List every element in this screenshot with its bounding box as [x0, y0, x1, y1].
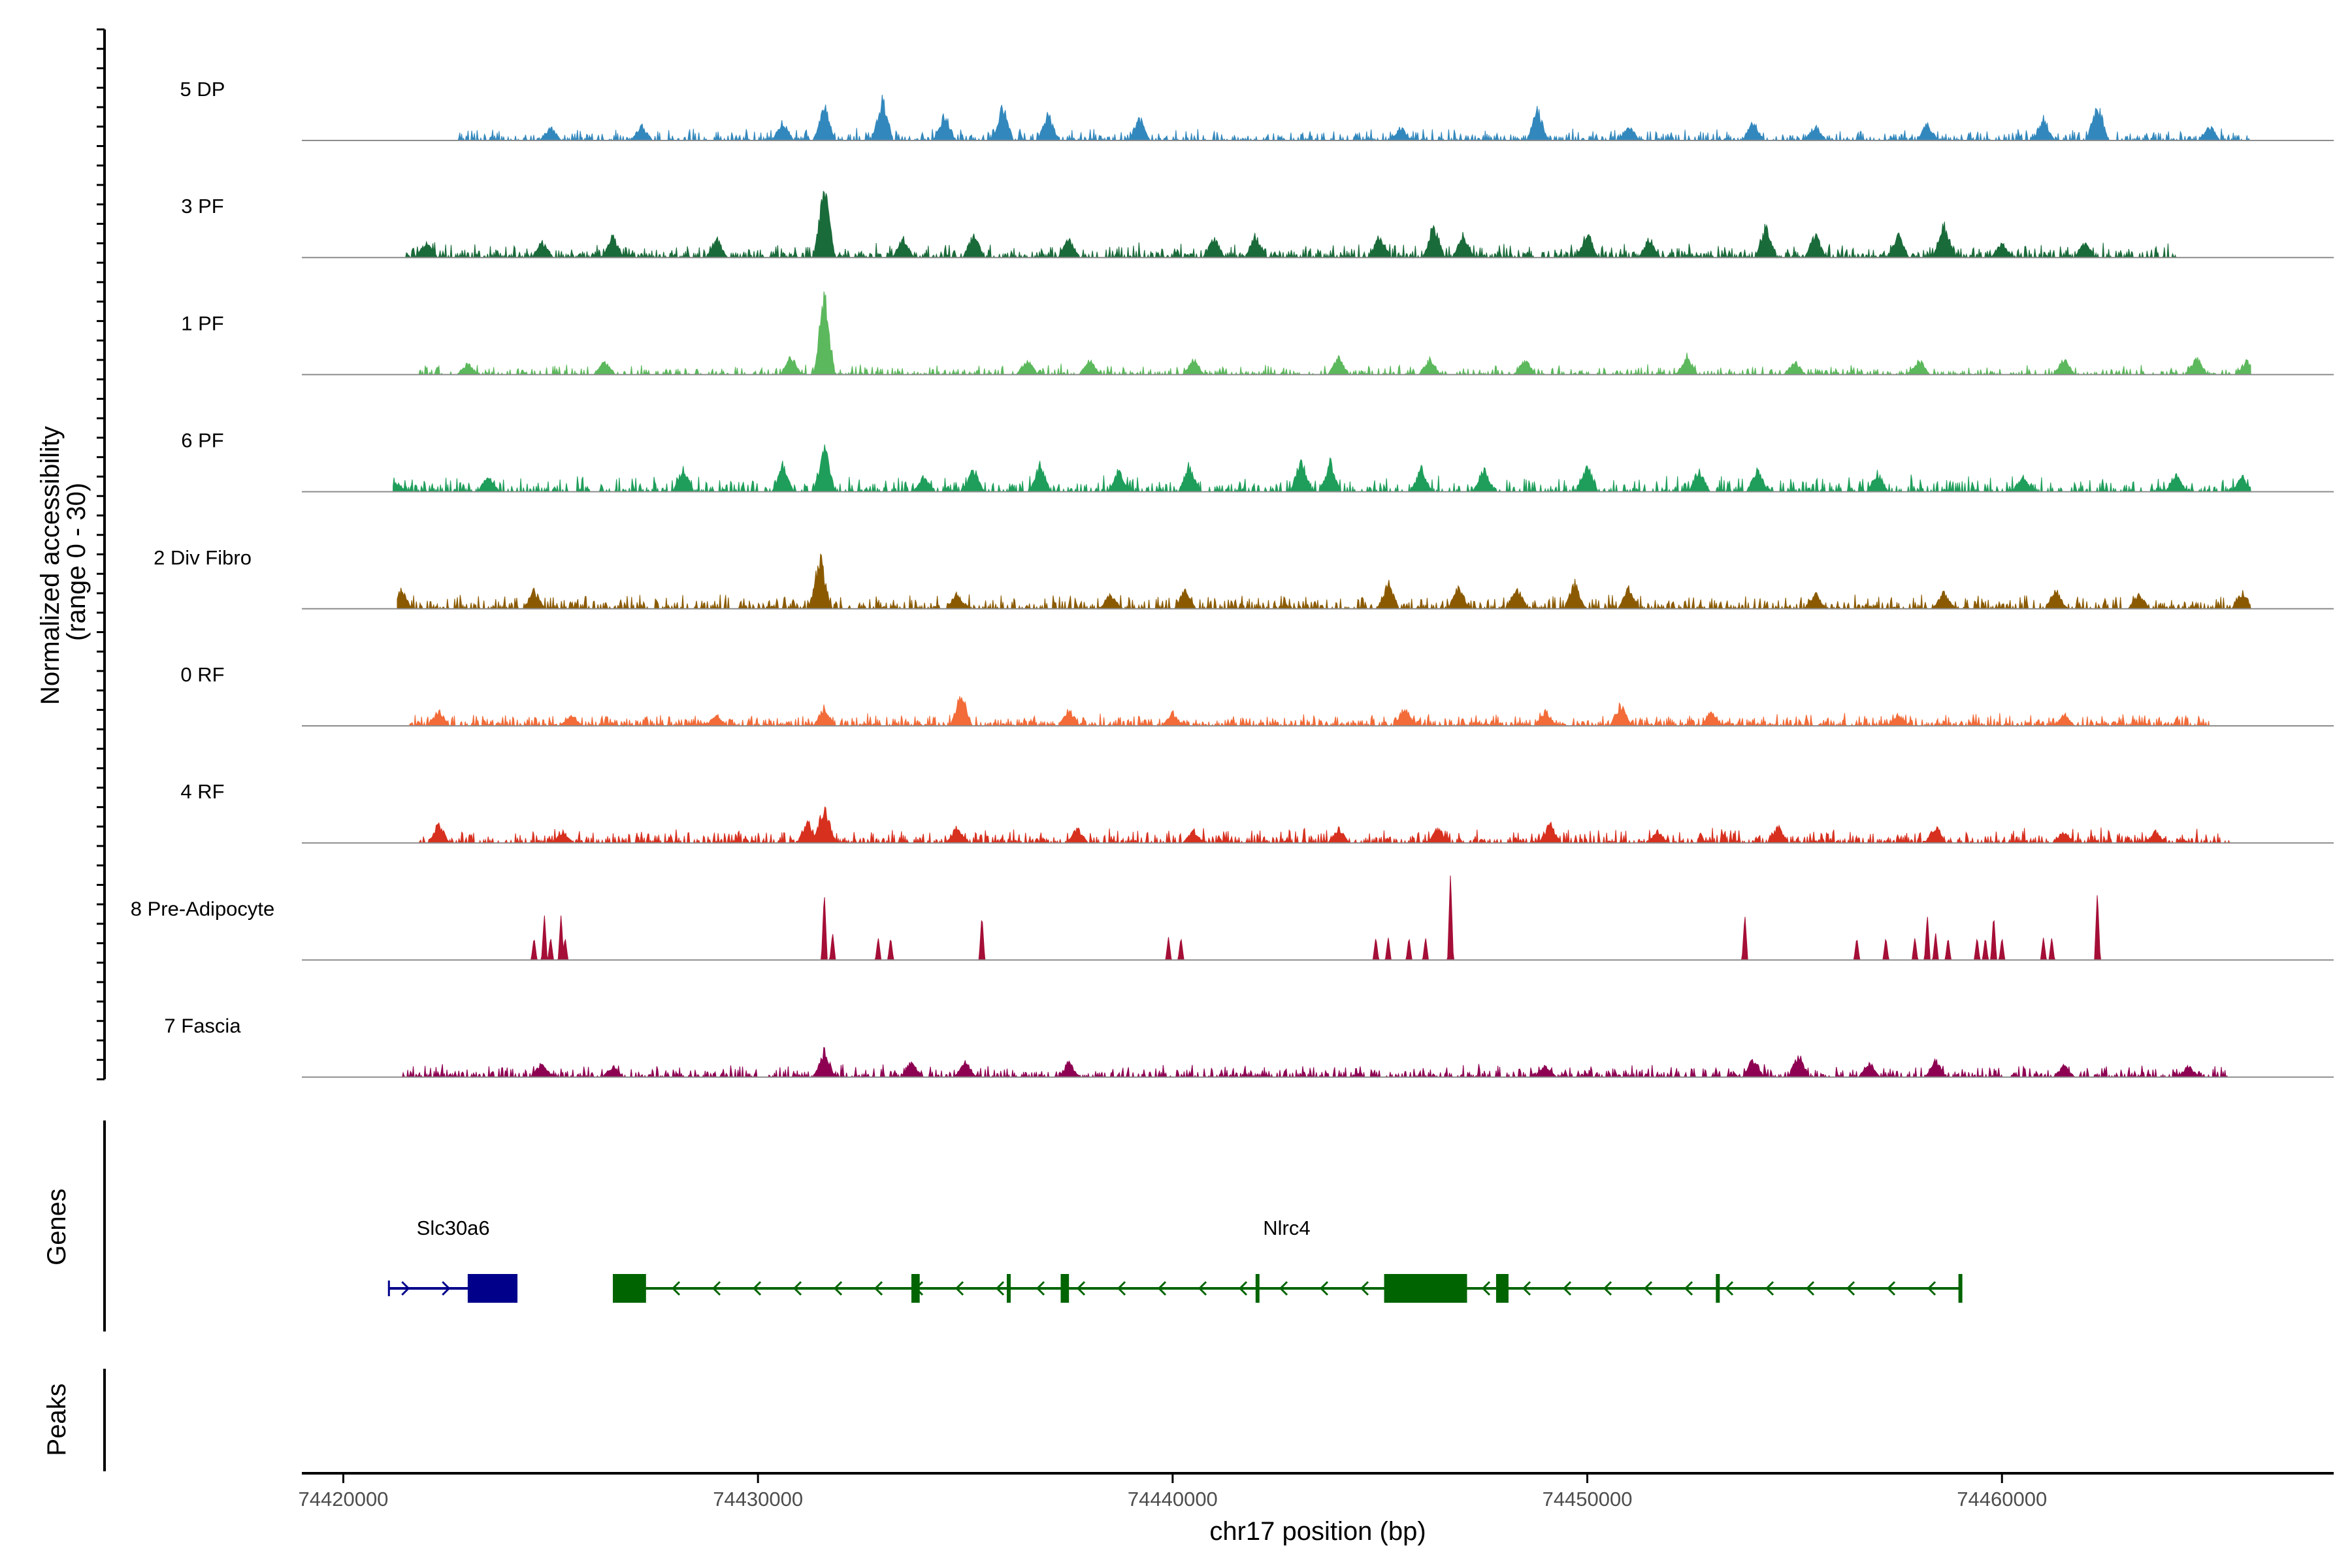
gene-exon — [911, 1274, 920, 1303]
coverage-axis-ticks — [97, 28, 105, 1081]
gene-exon — [1255, 1274, 1260, 1303]
coverage-profile — [397, 553, 2251, 610]
track-8-pre-adipocyte: 8 Pre-Adipocyte — [131, 875, 2334, 961]
strand-arrow — [752, 1281, 762, 1296]
genes-track-label: Genes — [42, 1188, 71, 1266]
strand-arrow — [1238, 1281, 1248, 1296]
gene-name: Nlrc4 — [1263, 1217, 1310, 1239]
strand-arrow — [1927, 1281, 1936, 1296]
genes-panel: Genes Slc30a6 Nlrc4 — [42, 1120, 1963, 1331]
gene-models: Slc30a6 Nlrc4 — [387, 1217, 1963, 1303]
x-tick-label: 74440000 — [1128, 1488, 1218, 1511]
strand-arrow — [1886, 1281, 1896, 1296]
strand-arrow — [1319, 1281, 1329, 1296]
x-tick-label: 74430000 — [713, 1488, 803, 1511]
x-axis: 74420000 74430000 74440000 74450000 74460000… — [299, 1472, 2334, 1546]
gene-exon — [1716, 1274, 1720, 1303]
track-0-rf: 0 RF — [180, 663, 2334, 727]
x-tick-label: 74460000 — [1957, 1488, 2047, 1511]
strand-arrow — [1562, 1281, 1572, 1296]
strand-arrow — [833, 1281, 843, 1296]
gene-nlrc4: Nlrc4 — [613, 1217, 1963, 1303]
gene-exon — [613, 1274, 646, 1303]
track-label: 0 RF — [180, 663, 224, 686]
x-tick-label: 74450000 — [1543, 1488, 1633, 1511]
strand-arrow — [1724, 1281, 1734, 1296]
track-3-pf: 3 PF — [181, 190, 2334, 259]
coverage-profile — [455, 94, 2251, 142]
strand-arrow — [1603, 1281, 1612, 1296]
track-label: 3 PF — [181, 195, 223, 218]
peaks-track-label: Peaks — [42, 1383, 71, 1456]
strand-arrow — [792, 1281, 802, 1296]
gene-exon — [1958, 1274, 1963, 1303]
coverage-profile — [393, 444, 2251, 493]
gene-exon — [1060, 1274, 1070, 1303]
track-6-pf: 6 PF — [181, 429, 2334, 493]
track-7-fascia: 7 Fascia — [164, 1015, 2334, 1079]
x-axis-ticks: 74420000 74430000 74440000 74450000 74460000 — [299, 1473, 2047, 1511]
track-1-pf: 1 PF — [181, 291, 2334, 376]
track-label: 1 PF — [181, 312, 223, 335]
strand-arrow — [711, 1281, 721, 1296]
coverage-profile — [409, 696, 2210, 727]
track-5-dp: 5 DP — [180, 78, 2334, 142]
coverage-profile — [405, 190, 2177, 259]
gene-exon — [467, 1274, 518, 1303]
strand-arrow — [955, 1281, 964, 1296]
track-label: 2 Div Fibro — [154, 546, 252, 569]
strand-arrow — [1846, 1281, 1855, 1296]
strand-arrow — [1481, 1281, 1491, 1296]
strand-arrow — [1643, 1281, 1653, 1296]
y-axis-title: Normalized accessibility (range 0 - 30) — [36, 419, 91, 705]
track-label: 8 Pre-Adipocyte — [131, 897, 275, 920]
coverage-profile — [417, 291, 2251, 376]
strand-arrow — [1198, 1281, 1207, 1296]
track-label: 6 PF — [181, 429, 223, 452]
strand-arrow — [874, 1281, 883, 1296]
peaks-panel: Peaks — [42, 1369, 106, 1471]
strand-arrow — [1522, 1281, 1531, 1296]
track-label: 4 RF — [180, 780, 224, 803]
gene-exon — [1384, 1274, 1467, 1303]
strand-arrow — [1279, 1281, 1288, 1296]
gene-exon — [1495, 1274, 1509, 1303]
track-label: 7 Fascia — [164, 1015, 241, 1037]
y-axis-title-line2: (range 0 - 30) — [62, 483, 91, 641]
coverage-profile — [530, 875, 2106, 960]
track-4-rf: 4 RF — [180, 780, 2334, 845]
strand-arrow — [995, 1281, 1005, 1296]
x-axis-title: chr17 position (bp) — [1209, 1517, 1426, 1546]
strand-arrow — [1076, 1281, 1086, 1296]
x-tick-label: 74420000 — [299, 1488, 389, 1511]
gene-slc30a6: Slc30a6 — [387, 1217, 518, 1303]
strand-arrow — [1684, 1281, 1693, 1296]
strand-arrow — [442, 1281, 451, 1296]
coverage-y-axis: Normalized accessibility (range 0 - 30) — [36, 28, 106, 1081]
gene-exon — [1006, 1274, 1011, 1303]
strand-arrow — [1805, 1281, 1815, 1296]
coverage-profile — [417, 806, 2230, 845]
strand-arrow — [1360, 1281, 1369, 1296]
strand-arrow — [401, 1281, 410, 1296]
track-2-div-fibro: 2 Div Fibro — [154, 546, 2334, 610]
strand-arrow — [1157, 1281, 1167, 1296]
strand-arrow — [1117, 1281, 1126, 1296]
strand-arrow — [1765, 1281, 1774, 1296]
strand-arrow — [671, 1281, 681, 1296]
y-axis-title-line1: Normalized accessibility — [36, 426, 65, 705]
strand-arrow — [1036, 1281, 1045, 1296]
coverage-profile — [401, 1047, 2230, 1079]
gene-name: Slc30a6 — [417, 1217, 490, 1239]
track-label: 5 DP — [180, 78, 225, 101]
coverage-tracks: 5 DP 3 PF 1 PF 6 PF 2 Div Fibro 0 RF 4 RF 8 Pre… — [131, 78, 2334, 1079]
